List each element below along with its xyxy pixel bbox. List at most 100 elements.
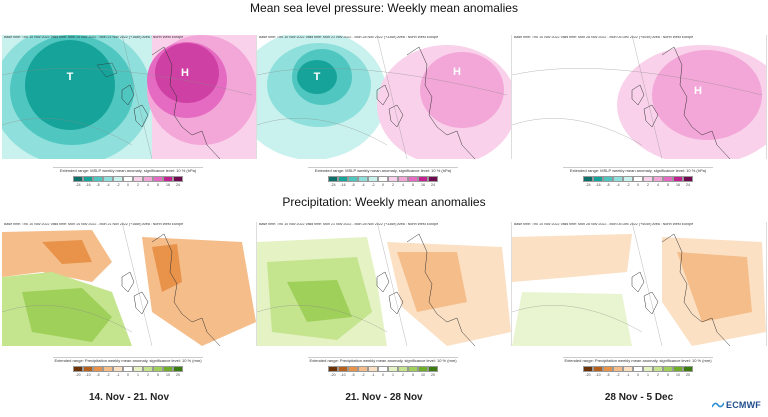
legend-swatch	[368, 175, 378, 182]
legend-swatch	[328, 175, 338, 182]
legend-swatch	[428, 365, 438, 372]
legend-tick-label: 0	[382, 182, 384, 187]
mslp-section-title: Mean sea level pressure: Weekly mean ano…	[250, 1, 518, 15]
legend-swatch	[93, 175, 103, 182]
legend-swatch	[358, 365, 368, 372]
legend-tick-label: 2	[402, 372, 404, 377]
legend-tick-label: 10	[166, 372, 170, 377]
legend-tick-label: -1	[116, 372, 120, 377]
high-pressure-label: H	[181, 67, 189, 79]
legend-swatch	[328, 365, 338, 372]
legend-caption: Extended range: Precipitation weekly mea…	[308, 357, 458, 363]
legend-tick-label: 4	[402, 182, 404, 187]
ecmwf-logo-icon	[712, 402, 724, 408]
legend-swatch	[153, 175, 163, 182]
legend-tick-label: -16	[85, 182, 91, 187]
panel-header: Base time: Thu 10 Nov 2022 Valid time: M…	[514, 36, 694, 39]
legend-tick-label: 5	[667, 372, 669, 377]
precip-map-week2: Base time: Thu 10 Nov 2022 Valid time: M…	[257, 222, 512, 346]
precip-legend-week1: Extended range: Precipitation weekly mea…	[53, 357, 203, 383]
legend-swatch	[593, 175, 603, 182]
legend-tick-label: -2	[116, 182, 120, 187]
legend-swatch	[623, 175, 633, 182]
high-pressure-label: H	[453, 66, 461, 78]
legend-caption: Extended range: Precipitation weekly mea…	[563, 357, 713, 363]
legend-tick-label: -24	[585, 182, 591, 187]
ecmwf-logo-text: ECMWF	[726, 400, 761, 410]
legend-tick-label: -10	[595, 372, 601, 377]
legend-tick-label: 20	[176, 372, 180, 377]
legend-tick-label: -10	[340, 372, 346, 377]
legend-tick-label: 16	[421, 182, 425, 187]
legend-swatch	[683, 365, 693, 372]
legend-colorbar	[563, 365, 713, 372]
mslp-map-week1: Base time: Thu 10 Nov 2022 Valid time: M…	[2, 35, 257, 159]
panel-header: Base time: Thu 10 Nov 2022 Valid time: M…	[4, 223, 184, 226]
legend-tick-label: 1	[137, 372, 139, 377]
legend-tick-label: -24	[75, 182, 81, 187]
legend-tick-label: 0	[382, 372, 384, 377]
legend-caption: Extended range: MSLP weekly mean anomaly…	[308, 167, 458, 174]
legend-tick-label: 8	[667, 182, 669, 187]
legend-swatch	[83, 175, 93, 182]
legend-swatch	[338, 365, 348, 372]
panel-header: Base time: Thu 10 Nov 2022 Valid time: M…	[514, 223, 694, 226]
legend-swatch	[113, 365, 123, 372]
legend-swatch	[673, 365, 683, 372]
legend-swatch	[143, 365, 153, 372]
legend-swatch	[398, 175, 408, 182]
legend-swatch	[173, 175, 183, 182]
legend-tick-label: -20	[585, 372, 591, 377]
legend-caption: Extended range: Precipitation weekly mea…	[53, 357, 203, 363]
legend-tick-label: -2	[626, 182, 630, 187]
legend-swatch	[653, 175, 663, 182]
legend-tick-label: -8	[606, 182, 610, 187]
mslp-map-week2: Base time: Thu 10 Nov 2022 Valid time: M…	[257, 35, 512, 159]
legend-tick-label: 2	[647, 182, 649, 187]
precip-map-week3: Base time: Thu 10 Nov 2022 Valid time: M…	[512, 222, 767, 346]
high-pressure-label: H	[694, 85, 702, 97]
legend-tick-label: 20	[431, 372, 435, 377]
legend-swatch	[103, 365, 113, 372]
legend-swatch	[583, 365, 593, 372]
legend-tick-label: 5	[412, 372, 414, 377]
legend-swatch	[338, 175, 348, 182]
legend-tick-label: 8	[157, 182, 159, 187]
legend-swatch	[73, 365, 83, 372]
legend-tick-label: -5	[351, 372, 355, 377]
legend-swatch	[418, 175, 428, 182]
legend-tick-label: -20	[330, 372, 336, 377]
legend-tick-label: 20	[686, 372, 690, 377]
legend-tick-label: -5	[96, 372, 100, 377]
legend-swatch	[408, 365, 418, 372]
legend-tick-label: 2	[137, 182, 139, 187]
legend-swatch	[643, 365, 653, 372]
legend-swatch	[583, 175, 593, 182]
legend-swatch	[663, 175, 673, 182]
legend-swatch	[123, 365, 133, 372]
legend-swatch	[603, 175, 613, 182]
legend-tick-label: 8	[412, 182, 414, 187]
legend-swatch	[663, 365, 673, 372]
panel-header: Base time: Thu 10 Nov 2022 Valid time: M…	[4, 36, 184, 39]
legend-tick-label: -1	[626, 372, 630, 377]
legend-tick-label: 16	[676, 182, 680, 187]
panel-header: Base time: Thu 10 Nov 2022 Valid time: M…	[259, 36, 439, 39]
legend-swatch	[388, 175, 398, 182]
panel-header: Base time: Thu 10 Nov 2022 Valid time: M…	[259, 223, 439, 226]
legend-swatch	[173, 365, 183, 372]
legend-swatch	[113, 175, 123, 182]
precip-map-week1: Base time: Thu 10 Nov 2022 Valid time: M…	[2, 222, 257, 346]
legend-tick-label: 2	[147, 372, 149, 377]
legend-swatch	[683, 175, 693, 182]
legend-tick-label: 1	[392, 372, 394, 377]
legend-swatch	[368, 365, 378, 372]
mslp-legend-week1: Extended range: MSLP weekly mean anomaly…	[53, 167, 203, 193]
precip-legend-week3: Extended range: Precipitation weekly mea…	[563, 357, 713, 383]
legend-swatch	[348, 365, 358, 372]
legend-ticks: -24 -16 -8 -4 -2 0 2 4 8 16 24	[308, 183, 458, 187]
precip-section-title: Precipitation: Weekly mean anomalies	[282, 195, 486, 209]
legend-tick-label: -4	[616, 182, 620, 187]
legend-swatch	[613, 175, 623, 182]
legend-swatch	[613, 365, 623, 372]
